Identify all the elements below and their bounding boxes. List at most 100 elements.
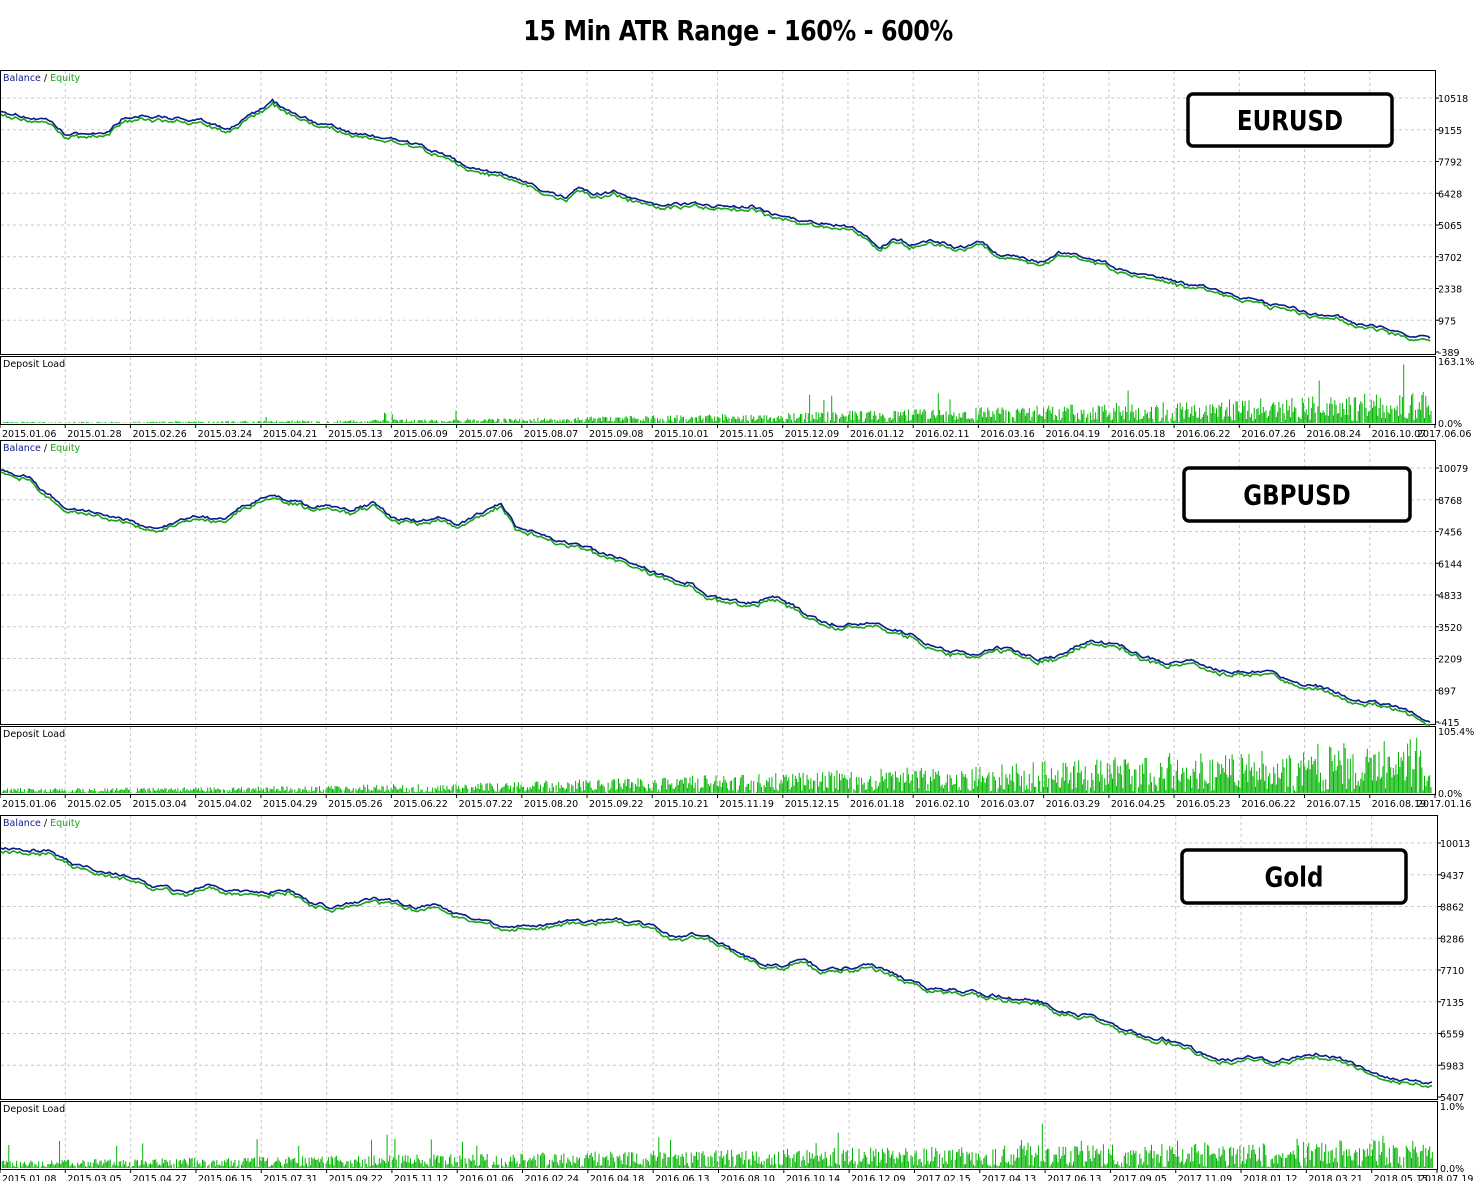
x-tick-label: 2018.07.19 — [1419, 1174, 1473, 1181]
x-tick-label: 2015.05.26 — [328, 799, 382, 810]
x-tick-label: 2018.03.21 — [1308, 1174, 1362, 1181]
x-tick-label: 2015.11.12 — [394, 1174, 448, 1181]
load-max-label: 105.4% — [1438, 727, 1474, 738]
deposit-load-label: Deposit Load — [3, 359, 65, 370]
y-tick-label: 5983 — [1440, 1061, 1464, 1072]
x-tick-label: 2016.06.13 — [655, 1174, 709, 1181]
x-tick-label: 2015.07.31 — [263, 1174, 317, 1181]
x-tick-label: 2016.04.18 — [590, 1174, 644, 1181]
symbol-label: GBPUSD — [1243, 479, 1350, 512]
page-title: 15 Min ATR Range - 160% - 600% — [523, 14, 953, 47]
x-tick-label: 2015.01.06 — [2, 429, 56, 440]
x-tick-label: 2016.04.19 — [1046, 429, 1100, 440]
x-tick-label: 2016.01.18 — [850, 799, 904, 810]
x-tick-label: 2018.05.15 — [1374, 1174, 1428, 1181]
y-tick-label: 975 — [1438, 316, 1456, 327]
symbol-box — [1182, 466, 1412, 523]
x-tick-label: 2016.08.10 — [721, 1174, 775, 1181]
x-tick-label: 2016.08.19 — [1372, 799, 1426, 810]
equity-line — [0, 850, 1433, 1089]
x-tick-label: 2016.02.11 — [915, 429, 969, 440]
x-tick-label: 2016.05.18 — [1111, 429, 1165, 440]
x-tick-label: 2015.04.29 — [263, 799, 317, 810]
chart-panel-gbpusd: 10079 8768 7456 6144 4833 3520 2209 897 -415 2015… — [0, 440, 1474, 810]
legend-balance: Balance — [3, 443, 41, 454]
load-min-label: 0.0% — [1440, 1164, 1464, 1175]
x-tick-label: 2017.11.09 — [1178, 1174, 1232, 1181]
x-tick-label: 2015.01.28 — [67, 429, 121, 440]
y-tick-label: 10518 — [1438, 94, 1468, 105]
y-tick-label: 2209 — [1438, 655, 1462, 666]
x-tick-label: 2015.02.26 — [132, 429, 186, 440]
x-tick-label: 2015.12.15 — [785, 799, 839, 810]
y-tick-label: 3520 — [1438, 623, 1462, 634]
x-tick-label: 2016.01.06 — [459, 1174, 513, 1181]
x-tick-label: 2017.04.13 — [982, 1174, 1036, 1181]
x-tick-label: 2015.11.05 — [720, 429, 774, 440]
legend-separator: / — [41, 818, 50, 829]
x-tick-label: 2017.06.06 — [1417, 429, 1471, 440]
x-tick-label: 2017.09.05 — [1112, 1174, 1166, 1181]
x-tick-label: 2016.01.12 — [850, 429, 904, 440]
balance-line — [0, 98, 1431, 339]
y-tick-label: 7456 — [1438, 528, 1462, 539]
y-tick-label: 6144 — [1438, 559, 1462, 570]
x-tick-label: 2016.02.24 — [525, 1174, 579, 1181]
y-tick-label: 7792 — [1438, 158, 1462, 169]
load-min-label: 0.0% — [1438, 789, 1462, 800]
x-tick-label: 2016.04.25 — [1111, 799, 1165, 810]
x-tick-label: 2016.06.22 — [1241, 799, 1295, 810]
deposit-load-bars — [1, 737, 1432, 793]
deposit-load-bars — [1, 1123, 1433, 1168]
balance-line — [0, 468, 1431, 723]
main-plot-frame — [0, 440, 1436, 725]
legend: Balance / Equity — [3, 818, 81, 829]
y-tick-label: 2338 — [1438, 285, 1462, 296]
y-tick-label: 9437 — [1440, 871, 1464, 882]
symbol-box — [1186, 92, 1394, 148]
x-tick-label: 2016.06.22 — [1176, 429, 1230, 440]
y-tick-label: 5407 — [1440, 1093, 1464, 1104]
legend-separator: / — [41, 73, 50, 84]
equity-line — [0, 471, 1431, 727]
equity-line — [0, 101, 1431, 342]
x-tick-label: 2015.11.19 — [720, 799, 774, 810]
x-tick-label: 2015.04.27 — [133, 1174, 187, 1181]
legend-equity: Equity — [50, 818, 80, 829]
x-tick-label: 2015.04.21 — [263, 429, 317, 440]
x-tick-label: 2015.06.15 — [198, 1174, 252, 1181]
y-tick-label: 8286 — [1440, 934, 1464, 945]
x-tick-label: 2015.06.09 — [393, 429, 447, 440]
x-tick-label: 2015.09.22 — [589, 799, 643, 810]
y-tick-label: 8862 — [1440, 903, 1464, 914]
x-tick-label: 2016.07.15 — [1307, 799, 1361, 810]
x-tick-label: 2015.05.13 — [328, 429, 382, 440]
legend-equity: Equity — [50, 73, 80, 84]
y-tick-label: 3702 — [1438, 253, 1462, 264]
legend-balance: Balance — [3, 73, 41, 84]
x-tick-label: 2017.02.15 — [916, 1174, 970, 1181]
x-tick-label: 2017.01.16 — [1417, 799, 1471, 810]
y-tick-label: 7135 — [1440, 998, 1464, 1009]
y-tick-label: 10013 — [1440, 839, 1470, 850]
legend-balance: Balance — [3, 818, 41, 829]
x-tick-label: 2015.03.04 — [132, 799, 186, 810]
x-tick-label: 2016.03.07 — [980, 799, 1034, 810]
y-tick-label: -389 — [1438, 348, 1460, 359]
x-tick-label: 2016.02.10 — [915, 799, 969, 810]
y-tick-label: 6428 — [1438, 189, 1462, 200]
y-tick-label: 7710 — [1440, 966, 1464, 977]
x-tick-label: 2015.08.20 — [524, 799, 578, 810]
x-tick-label: 2016.10.07 — [1372, 429, 1426, 440]
y-tick-label: 897 — [1438, 686, 1456, 697]
symbol-label: EURUSD — [1237, 105, 1343, 138]
x-tick-label: 2016.05.23 — [1176, 799, 1230, 810]
x-tick-label: 2016.03.29 — [1046, 799, 1100, 810]
x-tick-label: 2015.06.22 — [393, 799, 447, 810]
symbol-box — [1180, 848, 1408, 905]
x-tick-label: 2015.04.02 — [198, 799, 252, 810]
main-plot-frame — [0, 70, 1436, 355]
x-tick-label: 2015.03.24 — [198, 429, 252, 440]
balance-line — [0, 846, 1433, 1085]
